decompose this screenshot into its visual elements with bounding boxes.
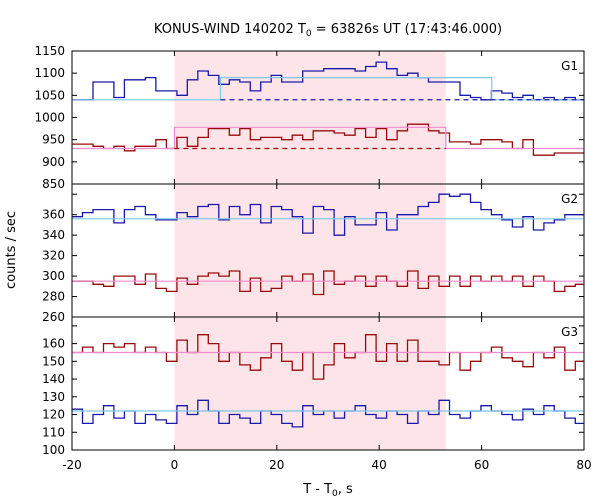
g3-y-tick-label: 150 [42,354,65,368]
g3-y-tick-label: 140 [42,372,65,386]
frame-layer [71,50,585,451]
g2-y-tick-label: 260 [42,310,65,324]
x-axis-label-rest: , s [338,482,353,497]
g3-y-tick-label: 120 [42,408,65,422]
g2-y-tick-label: 320 [42,249,65,263]
chart-title: KONUS-WIND 140202 T0 = 63826s UT (17:43:… [154,22,502,39]
x-tick-label: 60 [474,458,489,472]
g1-y-tick-label: 1000 [34,111,65,125]
g3-panel-label: G3 [561,325,578,339]
g2-y-tick-label: 340 [42,228,65,242]
g1-y-tick-label: 1050 [34,88,65,102]
g1-y-tick-label: 900 [42,155,65,169]
g2-y-tick-label: 360 [42,208,65,222]
x-tick-label: 0 [171,458,179,472]
g3-y-tick-label: 160 [42,337,65,351]
x-axis-label-subscript: 0 [332,489,338,499]
g2-y-tick-label: 280 [42,290,65,304]
g2-red-histogram [72,270,584,296]
g2-panel-label: G2 [561,192,578,206]
g1-panel-label: G1 [561,59,578,73]
g3-y-tick-label: 130 [42,390,65,404]
highlight-layer [174,51,446,450]
g1-y-tick-label: 950 [42,133,65,147]
y-axis-label: counts / sec [4,211,19,289]
x-tick-label: -20 [62,458,82,472]
g1-y-tick-label: 850 [42,177,65,191]
g1-cyan-fit-line [72,76,584,101]
g1-red-histogram [72,123,584,156]
chart-title-rest: = 63826s UT (17:43:46.000) [312,22,502,37]
g3-y-tick-label: 110 [42,425,65,439]
chart-title-subscript: 0 [306,29,312,39]
x-axis-label-main: T - T [302,482,332,497]
g1-y-tick-label: 1150 [34,44,65,58]
x-tick-label: 20 [269,458,284,472]
grid-layer [72,51,584,450]
g3-y-tick-label: 100 [42,443,65,457]
highlight-interval [174,51,446,450]
g1-pink-fit-line [72,126,584,150]
series-layer [72,61,584,428]
x-tick-label: 40 [372,458,387,472]
x-axis-label: T - T0, s [302,482,353,499]
g2-y-tick-label: 300 [42,269,65,283]
g3-panel-frame [71,316,585,451]
chart-title-main: KONUS-WIND 140202 T [154,22,306,37]
g1-blue-histogram [72,61,584,101]
x-tick-label: 80 [576,458,591,472]
g1-y-tick-label: 1100 [34,66,65,80]
g2-blue-histogram [72,193,584,236]
tick-label-layer: 8509009501000105011001150G12602803003203… [34,44,591,472]
